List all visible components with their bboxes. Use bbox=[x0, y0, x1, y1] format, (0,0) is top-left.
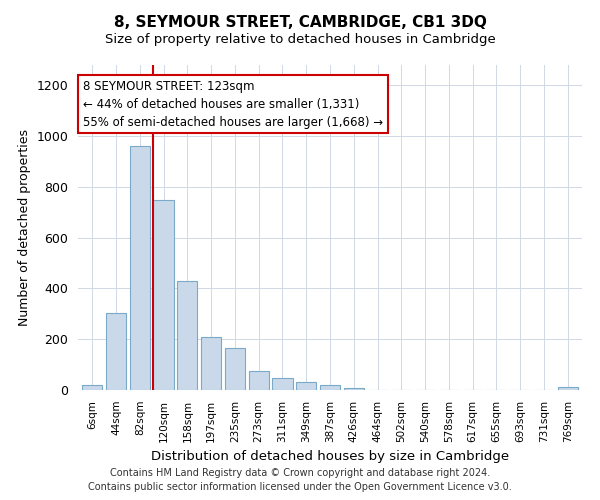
Bar bbox=[557, 388, 578, 390]
Bar bbox=[296, 382, 316, 390]
Bar bbox=[344, 388, 364, 390]
Bar bbox=[154, 200, 173, 390]
Bar bbox=[248, 371, 269, 390]
Bar bbox=[201, 336, 221, 390]
Bar bbox=[320, 386, 340, 390]
Text: 8 SEYMOUR STREET: 123sqm
← 44% of detached houses are smaller (1,331)
55% of sem: 8 SEYMOUR STREET: 123sqm ← 44% of detach… bbox=[83, 80, 383, 128]
Text: Contains HM Land Registry data © Crown copyright and database right 2024.
Contai: Contains HM Land Registry data © Crown c… bbox=[88, 468, 512, 492]
Bar bbox=[130, 146, 150, 390]
Bar bbox=[225, 348, 245, 390]
Bar bbox=[272, 378, 293, 390]
Text: 8, SEYMOUR STREET, CAMBRIDGE, CB1 3DQ: 8, SEYMOUR STREET, CAMBRIDGE, CB1 3DQ bbox=[113, 15, 487, 30]
Bar bbox=[106, 312, 126, 390]
X-axis label: Distribution of detached houses by size in Cambridge: Distribution of detached houses by size … bbox=[151, 450, 509, 463]
Y-axis label: Number of detached properties: Number of detached properties bbox=[18, 129, 31, 326]
Bar bbox=[177, 281, 197, 390]
Text: Size of property relative to detached houses in Cambridge: Size of property relative to detached ho… bbox=[104, 32, 496, 46]
Bar bbox=[82, 385, 103, 390]
